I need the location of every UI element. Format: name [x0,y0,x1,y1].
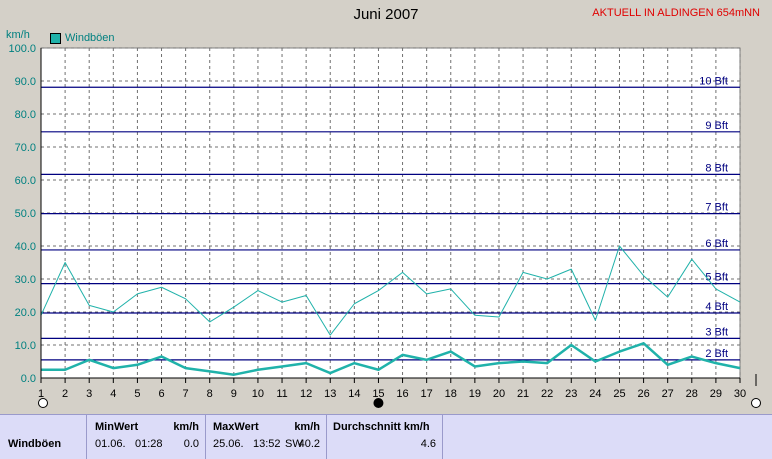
legend-swatch [50,32,61,44]
max-header: MaxWert [213,421,259,433]
x-tick-label: 15 [372,388,384,400]
y-tick-label: 30.0 [15,274,36,286]
x-tick-label: 13 [324,388,336,400]
beaufort-label: 2 Bft [705,348,728,360]
stats-row-label: Windböen [8,438,62,450]
y-tick-label: 90.0 [15,76,36,88]
x-tick-label: 3 [86,388,92,400]
x-tick-label: 18 [445,388,457,400]
max-date: 25.06. [213,438,244,450]
x-tick-label: 25 [613,388,625,400]
stats-min-cell: MinWert km/h 01.06. 01:28 0.0 [86,415,205,459]
beaufort-label: 3 Bft [705,326,728,338]
x-tick-label: 26 [637,388,649,400]
max-value: 40.2 [298,438,320,450]
beaufort-label: 8 Bft [705,162,728,174]
min-header: MinWert [95,421,139,433]
y-tick-label: 70.0 [15,142,36,154]
x-tick-label: 22 [541,388,553,400]
x-tick-label: 5 [134,388,140,400]
x-tick-label: 1 [38,388,44,400]
y-tick-label: 0.0 [21,373,36,385]
x-tick-label: 30 [734,388,746,400]
beaufort-label: 10 Bft [699,75,728,87]
x-tick-label: 19 [469,388,481,400]
x-tick-label: 24 [589,388,601,400]
beaufort-label: 7 Bft [705,202,728,214]
week-marker-start [38,398,48,408]
station-label: AKTUELL IN ALDINGEN 654mNN [592,7,760,19]
x-tick-label: 23 [565,388,577,400]
y-axis-unit: km/h [6,29,30,41]
beaufort-label: 5 Bft [705,272,728,284]
week-marker-end [751,398,761,408]
beaufort-label: 4 Bft [705,301,728,313]
x-tick-label: 7 [183,388,189,400]
stats-empty-cell [442,415,771,459]
min-date: 01.06. [95,438,126,450]
legend: Windböen [50,32,115,44]
max-direction: SW [285,438,303,450]
x-tick-label: 27 [662,388,674,400]
x-tick-label: 8 [207,388,213,400]
stats-panel: Windböen MinWert km/h 01.06. 01:28 0.0 M… [0,414,772,459]
y-tick-label: 50.0 [15,208,36,220]
y-tick-label: 20.0 [15,307,36,319]
y-tick-label: 60.0 [15,175,36,187]
y-tick-label: 100.0 [8,43,36,55]
min-unit: km/h [173,421,199,433]
x-tick-label: 10 [252,388,264,400]
week-marker-mid [373,398,384,408]
y-tick-label: 80.0 [15,109,36,121]
max-unit: km/h [294,421,320,433]
x-tick-label: 21 [517,388,529,400]
x-tick-label: 4 [110,388,116,400]
beaufort-label: 6 Bft [705,238,728,250]
x-tick-label: 20 [493,388,505,400]
stats-max-cell: MaxWert km/h 25.06. 13:52 SW 40.2 [205,415,326,459]
stats-avg-cell: Durchschnitt km/h 4.6 [326,415,442,459]
beaufort-label: 9 Bft [705,120,728,132]
x-tick-label: 11 [276,388,287,400]
wind-gust-chart: 0.0 10.0 20.0 30.0 40.0 50.0 60.0 70.0 80.0 90.0 1… [8,43,761,408]
x-tick-label: 17 [421,388,433,400]
min-time: 01:28 [135,438,163,450]
avg-value: 4.6 [420,438,436,450]
avg-header: Durchschnitt km/h [333,421,430,433]
x-tick-label: 6 [158,388,164,400]
x-tick-label: 16 [396,388,408,400]
chart-title: Juni 2007 [353,6,419,23]
x-tick-label: 29 [710,388,722,400]
legend-label: Windböen [65,32,115,44]
min-value: 0.0 [183,438,199,450]
max-time: 13:52 [253,438,281,450]
series-line-gusts [40,245,741,336]
y-tick-label: 10.0 [15,340,36,352]
x-tick-label: 12 [300,388,312,400]
series-line-wind [41,342,741,376]
y-tick-label: 40.0 [15,241,36,253]
x-tick-label: 28 [686,388,698,400]
x-tick-label: 9 [231,388,237,400]
x-tick-label: 14 [348,388,360,400]
x-tick-label: 2 [62,388,68,400]
